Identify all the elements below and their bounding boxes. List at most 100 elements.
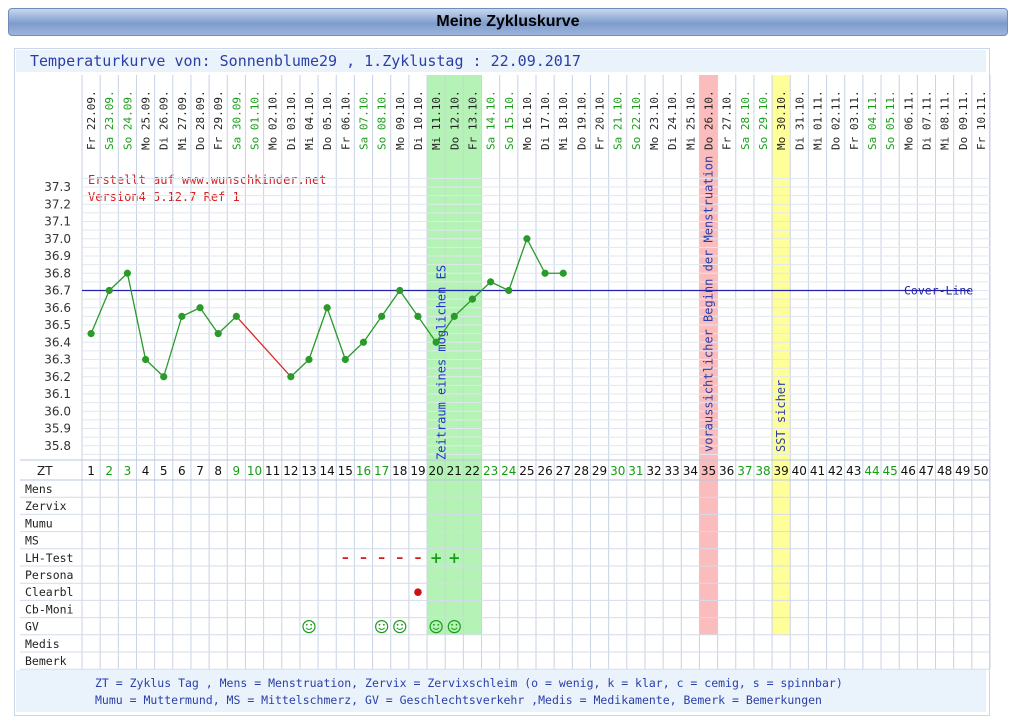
- date-label: Mo 23.10.: [648, 90, 661, 150]
- smiley-eye: [451, 623, 453, 626]
- temperature-segment: [344, 341, 364, 360]
- temperature-segment: [471, 281, 492, 300]
- gv-smiley-icon: [302, 619, 316, 634]
- date-label: Sa 07.10.: [357, 90, 370, 150]
- temperature-segment: [399, 290, 419, 317]
- temperature-segment: [217, 315, 237, 335]
- day-number: 17: [374, 464, 389, 478]
- temperature-segment: [417, 316, 437, 343]
- highlight-label: Zeitraum eines möglichen ES: [435, 265, 449, 460]
- day-number: 10: [247, 464, 262, 478]
- date-label: So 01.10.: [249, 90, 262, 150]
- date-label: Fr 10.11.: [975, 90, 988, 150]
- date-label: Fr 29.09.: [212, 90, 225, 150]
- temperature-point: [487, 278, 495, 286]
- day-number: 32: [646, 464, 661, 478]
- watermark-line-1: Erstellt auf www.wunschkinder.net: [88, 173, 327, 187]
- smiley-eye: [305, 623, 308, 626]
- day-number: 42: [828, 464, 843, 478]
- day-number: 8: [214, 464, 222, 478]
- smiley-face: [302, 619, 316, 634]
- date-label: Di 31.10.: [793, 90, 806, 150]
- date-label: Mi 11.10.: [430, 90, 443, 150]
- date-label: Mo 16.10.: [521, 90, 534, 150]
- smiley-face: [393, 619, 407, 634]
- temperature-segment: [381, 290, 401, 317]
- row-label: Medis: [25, 637, 60, 651]
- legend-line-2: Mumu = Muttermund, MS = Mittelschmerz, G…: [95, 693, 822, 707]
- lh-test-positive: +: [430, 549, 443, 567]
- lh-test-negative: –: [396, 550, 403, 566]
- y-tick-label: 36.8: [44, 266, 71, 280]
- day-number: 6: [178, 464, 186, 478]
- day-number: 40: [792, 464, 807, 478]
- date-label: Fr 22.09.: [85, 90, 98, 150]
- day-number: 9: [233, 464, 241, 478]
- date-label: So 24.09.: [121, 90, 134, 150]
- y-tick-label: 37.1: [44, 215, 71, 229]
- temperature-point: [468, 295, 477, 303]
- lh-test-negative: –: [414, 550, 421, 566]
- temperature-point: [305, 355, 313, 364]
- gv-smiley-icon: [447, 619, 461, 634]
- smiley-eye: [382, 623, 385, 626]
- temperature-segment: [163, 316, 183, 377]
- date-label: Sa 04.11.: [866, 90, 879, 150]
- y-tick-label: 35.8: [44, 439, 71, 453]
- row-label: Persona: [25, 568, 73, 582]
- day-number: 31: [628, 464, 643, 478]
- day-number: 35: [701, 464, 716, 478]
- date-label: Sa 28.10.: [739, 90, 752, 150]
- date-label: Do 02.11.: [830, 90, 843, 150]
- temperature-point: [196, 304, 204, 312]
- day-number: 18: [392, 464, 407, 478]
- date-label: Di 17.10.: [539, 90, 552, 150]
- highlight-band-1: [427, 75, 482, 635]
- day-number: 30: [610, 464, 625, 478]
- smiley-mouth: [305, 627, 313, 630]
- date-label: Di 24.10.: [666, 90, 679, 150]
- temperature-segment: [290, 359, 310, 378]
- y-tick-label: 35.9: [44, 422, 71, 436]
- smiley-eye: [378, 623, 381, 626]
- row-label: Clearbl: [25, 585, 73, 599]
- date-label: So 08.10.: [376, 90, 389, 150]
- smiley-eye: [437, 623, 440, 626]
- day-number: 15: [338, 464, 353, 478]
- day-number: 23: [483, 464, 498, 478]
- highlight-label: SST sicher: [774, 380, 788, 452]
- smiley-eye: [455, 623, 458, 626]
- temperature-point: [541, 269, 549, 277]
- temperature-segment: [90, 290, 110, 334]
- date-label: Fr 03.11.: [848, 90, 861, 150]
- temperature-point: [396, 286, 404, 295]
- y-tick-label: 36.5: [44, 318, 71, 332]
- highlight-band-3: [772, 75, 791, 635]
- date-label: Di 10.10.: [412, 90, 425, 150]
- date-label: Mo 09.10.: [394, 90, 407, 150]
- row-label: GV: [25, 620, 39, 634]
- temperature-point: [141, 355, 150, 364]
- y-tick-label: 36.1: [44, 387, 71, 401]
- temperature-point: [505, 286, 513, 295]
- temperature-segment: [362, 316, 383, 343]
- day-number: 14: [320, 464, 335, 478]
- temperature-point: [214, 330, 222, 338]
- date-label: Mi 27.09.: [176, 90, 189, 150]
- day-number: 25: [519, 464, 534, 478]
- day-number: 5: [160, 464, 168, 478]
- date-label: Do 09.11.: [957, 90, 970, 150]
- date-label: Mo 25.09.: [140, 90, 153, 150]
- day-number: 47: [919, 464, 934, 478]
- temperature-point: [160, 373, 168, 381]
- y-tick-label: 37.2: [44, 197, 71, 211]
- chart-header-band: [16, 50, 986, 72]
- day-number: 28: [574, 464, 589, 478]
- smiley-eye: [396, 623, 399, 626]
- date-label: Di 26.09.: [158, 90, 171, 150]
- y-tick-label: 37.0: [44, 232, 71, 246]
- date-label: Do 05.10.: [321, 90, 334, 150]
- temperature-point: [87, 330, 95, 338]
- y-tick-label: 36.7: [44, 284, 71, 298]
